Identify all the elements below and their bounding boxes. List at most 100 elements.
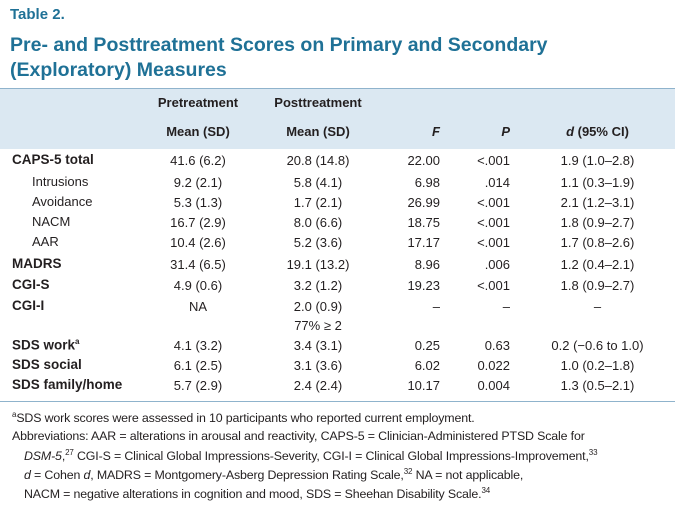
column-header: F (432, 124, 440, 139)
cell: 9.2 (2.1) (173, 175, 223, 190)
cell: 0.25 (414, 338, 440, 353)
cell: 19.1 (13.2) (286, 257, 350, 272)
cell: – (432, 299, 440, 314)
table-label: Table 2. (10, 6, 65, 23)
footnote-text: NA = not applicable, (412, 468, 524, 483)
cell: 1.8 (0.9–2.7) (560, 278, 635, 293)
row-label: SDS family/home (12, 377, 122, 392)
cell: 16.7 (2.9) (170, 215, 226, 230)
row-label-text: Intrusions (32, 174, 89, 189)
cell: 1.7 (2.1) (293, 195, 343, 210)
row-label-text: Avoidance (32, 194, 93, 209)
footnote-line: d = Cohen d, MADRS = Montgomery-Asberg D… (24, 467, 523, 482)
footnote-text: = Cohen (30, 468, 84, 483)
footnote-text: NACM = negative alterations in cognition… (24, 487, 482, 502)
cell: 22.00 (407, 153, 440, 168)
title-line: Pre- and Posttreatment Scores on Primary… (10, 34, 548, 56)
cell: 3.2 (1.2) (293, 278, 343, 293)
cell: 5.7 (2.9) (173, 378, 223, 393)
cell: 0.63 (484, 338, 510, 353)
row-label-text: AAR (32, 234, 59, 249)
cell: 8.0 (6.6) (293, 215, 343, 230)
row-label: CAPS-5 total (12, 152, 94, 167)
cell: <.001 (477, 215, 510, 230)
column-header: d (95% CI) (566, 124, 629, 139)
row-label: SDS worka (12, 337, 79, 353)
group-header: Pretreatment (157, 95, 239, 110)
row-label-text: CGI-I (12, 298, 45, 313)
row-label: CGI-I (12, 298, 44, 313)
cell: 6.02 (414, 358, 440, 373)
cell: 10.17 (407, 378, 440, 393)
footnote-italic: DSM-5 (24, 449, 62, 464)
cell: 31.4 (6.5) (170, 257, 226, 272)
column-header: Mean (SD) (286, 124, 350, 139)
cell: 1.8 (0.9–2.7) (560, 215, 635, 230)
cell: <.001 (477, 278, 510, 293)
footnote-sup: 27 (65, 448, 74, 457)
cell: – (593, 299, 602, 314)
cell: 17.17 (407, 235, 440, 250)
footnote-text: , (61, 449, 66, 464)
row-label: NACM (32, 214, 70, 229)
footnote-line: DSM-5,27 CGI-S = Clinical Global Impress… (24, 448, 598, 464)
row-label: Avoidance (32, 194, 92, 209)
row-label-text: SDS work (12, 337, 76, 353)
cell: 4.1 (3.2) (173, 338, 223, 353)
cell: 1.0 (0.2–1.8) (560, 358, 635, 373)
row-label: AAR (32, 234, 59, 249)
footnote-sup: a (12, 410, 17, 419)
cell: 3.1 (3.6) (293, 358, 343, 373)
column-header: Mean (SD) (166, 124, 230, 139)
cell: 77% ≥ 2 (294, 318, 342, 333)
cell: 18.75 (407, 215, 440, 230)
cell: .014 (484, 175, 510, 190)
cell: 1.2 (0.4–2.1) (560, 257, 635, 272)
cell: 0.022 (477, 358, 510, 373)
footnote-text: CGI-S = Clinical Global Impressions-Seve… (73, 449, 589, 464)
row-label: Intrusions (32, 174, 88, 189)
column-header: P (501, 124, 510, 139)
footnote-text: Abbreviations: AAR = alterations in arou… (12, 429, 585, 443)
cell: 0.2 (−0.6 to 1.0) (551, 338, 644, 353)
cell: <.001 (477, 235, 510, 250)
cell: 6.98 (414, 175, 440, 190)
cell: 1.7 (0.8–2.6) (560, 235, 635, 250)
row-label-text: NACM (32, 214, 71, 229)
row-label-text: CAPS-5 total (12, 152, 94, 167)
footnote-italic: d (83, 468, 91, 483)
cell: 2.0 (0.9) (293, 299, 343, 314)
row-label: SDS social (12, 357, 82, 372)
cell: 5.3 (1.3) (173, 195, 223, 210)
header-band (0, 88, 675, 149)
cell: 5.8 (4.1) (293, 175, 343, 190)
footnote-sup: 33 (588, 448, 598, 457)
cell: 20.8 (14.8) (286, 153, 350, 168)
cell: 41.6 (6.2) (170, 153, 226, 168)
row-label-text: SDS family/home (12, 377, 123, 392)
cell: – (502, 299, 510, 314)
row-label: MADRS (12, 256, 62, 271)
cell: 2.4 (2.4) (293, 378, 343, 393)
cell: 0.004 (477, 378, 510, 393)
cell: .006 (484, 257, 510, 272)
footnote-marker: a (75, 337, 80, 346)
footnote-line: Abbreviations: AAR = alterations in arou… (12, 429, 585, 443)
footnote-text: , MADRS = Montgomery-Asberg Depression R… (90, 468, 404, 483)
row-label-text: SDS social (12, 357, 82, 372)
footnote-sup: 34 (481, 486, 491, 495)
cell: 1.1 (0.3–1.9) (560, 175, 635, 190)
cell: 6.1 (2.5) (173, 358, 223, 373)
cell: 1.9 (1.0–2.8) (560, 153, 635, 168)
cell: 5.2 (3.6) (293, 235, 343, 250)
bottom-rule (0, 401, 675, 402)
footnote-line: NACM = negative alterations in cognition… (24, 486, 490, 501)
cell: 4.9 (0.6) (173, 278, 223, 293)
footnote-line: aSDS work scores were assessed in 10 par… (12, 410, 475, 425)
cell: <.001 (477, 195, 510, 210)
footnote-text: SDS work scores were assessed in 10 part… (16, 411, 475, 426)
cell: 8.96 (414, 257, 440, 272)
cell: NA (188, 299, 208, 314)
cell: 3.4 (3.1) (293, 338, 343, 353)
